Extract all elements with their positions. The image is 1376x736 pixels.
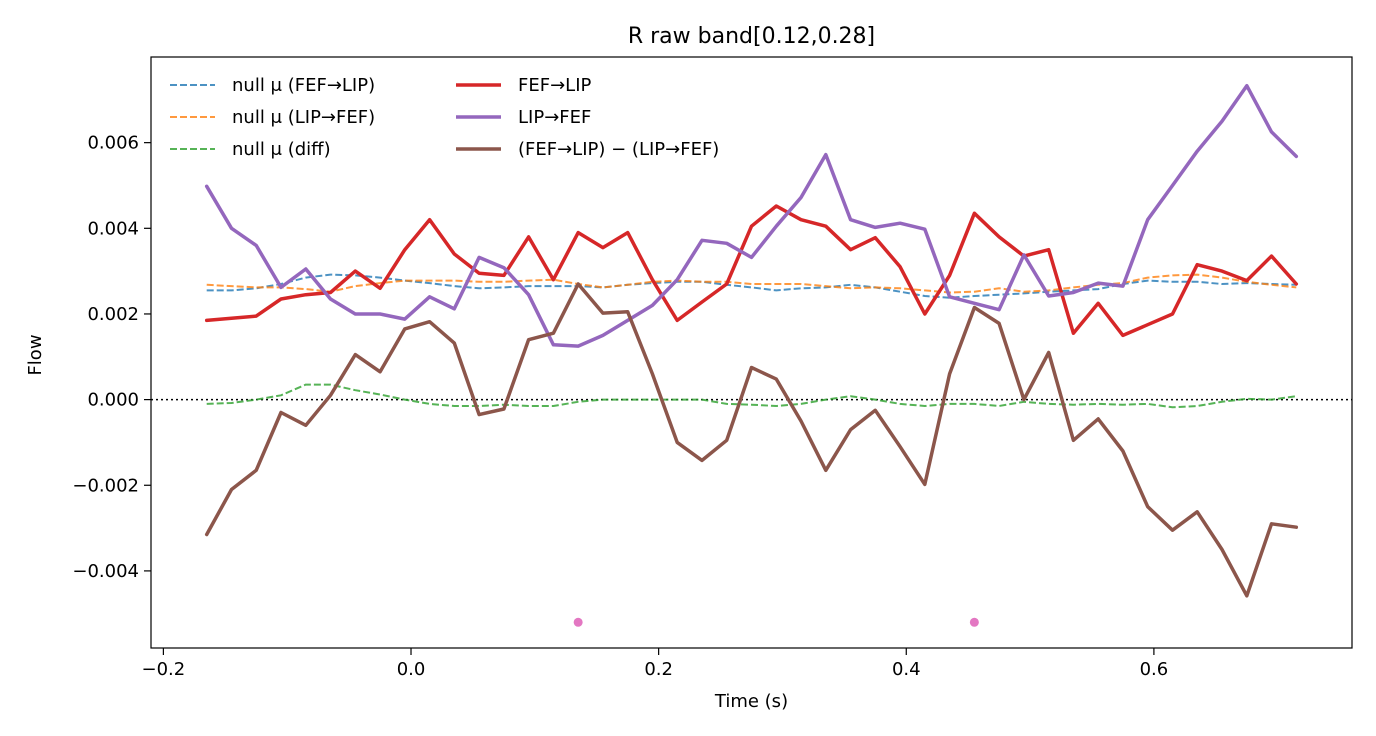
x-axis: −0.2 0.0 0.2 0.4 0.6 bbox=[142, 648, 1169, 680]
chart-title: R raw band[0.12,0.28] bbox=[628, 24, 875, 49]
legend-label-4: LIP→FEF bbox=[518, 107, 591, 128]
plot-area bbox=[150, 56, 1353, 649]
series-lines bbox=[204, 83, 1299, 598]
plot-frame bbox=[150, 56, 1353, 649]
x-tick-label: 0.6 bbox=[1140, 659, 1169, 680]
y-tick-label: 0.006 bbox=[87, 133, 139, 154]
event-marker-1 bbox=[969, 617, 979, 627]
x-tick-label: 0.2 bbox=[644, 659, 673, 680]
series-line-4 bbox=[204, 83, 1299, 348]
legend-label-2: null μ (diff) bbox=[232, 139, 331, 160]
legend-label-0: null μ (FEF→LIP) bbox=[232, 75, 375, 96]
x-tick-label: 0.0 bbox=[397, 659, 426, 680]
y-tick-label: 0.002 bbox=[87, 304, 139, 325]
x-axis-label: Time (s) bbox=[714, 691, 788, 712]
event-marker-0 bbox=[573, 617, 583, 627]
y-axis: −0.004 −0.002 0.000 0.002 0.004 0.006 bbox=[72, 133, 151, 582]
legend-label-3: FEF→LIP bbox=[518, 75, 591, 96]
y-tick-label: −0.004 bbox=[72, 561, 139, 582]
x-tick-label: −0.2 bbox=[142, 659, 186, 680]
event-markers bbox=[573, 617, 979, 627]
series-line-2 bbox=[206, 383, 1297, 409]
x-tick-label: 0.4 bbox=[892, 659, 921, 680]
y-tick-label: 0.004 bbox=[87, 218, 139, 239]
legend: null μ (FEF→LIP) null μ (LIP→FEF) null μ (… bbox=[170, 75, 719, 160]
series-line-3 bbox=[204, 204, 1299, 338]
y-tick-label: 0.000 bbox=[87, 390, 139, 411]
series-line-5 bbox=[204, 282, 1299, 598]
legend-label-5: (FEF→LIP) − (LIP→FEF) bbox=[518, 139, 719, 160]
legend-label-1: null μ (LIP→FEF) bbox=[232, 107, 375, 128]
y-axis-label: Flow bbox=[25, 334, 46, 375]
y-tick-label: −0.002 bbox=[72, 475, 139, 496]
